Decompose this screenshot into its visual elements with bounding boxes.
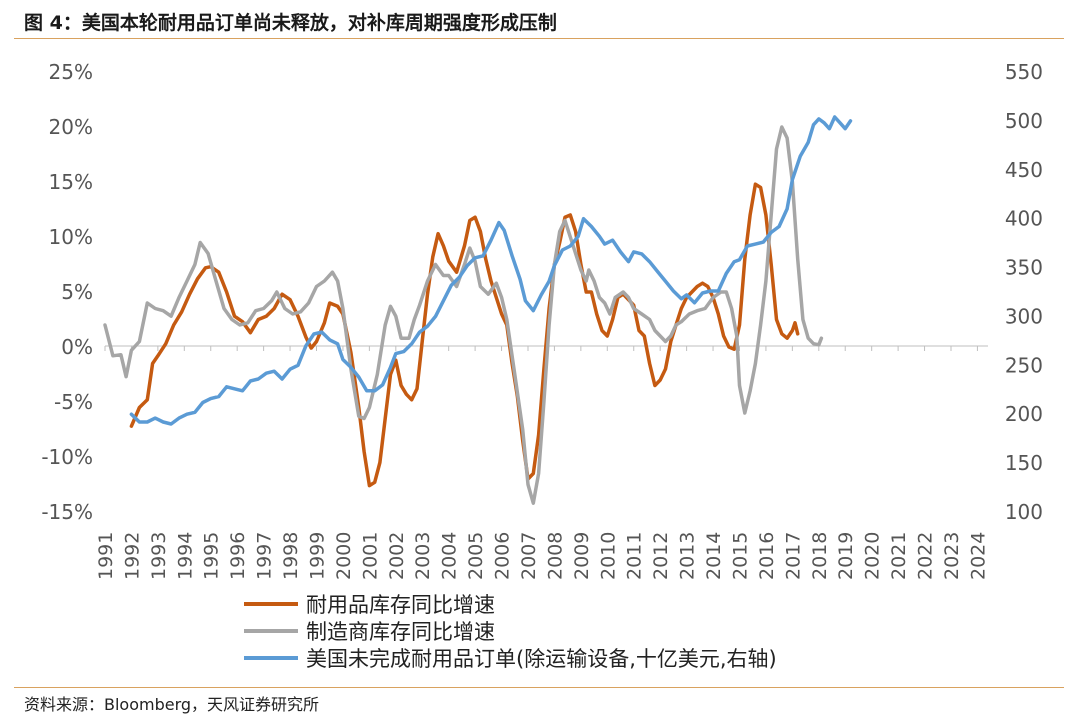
x-axis-tick-label: 1994 bbox=[174, 532, 196, 580]
left-axis-tick-label: 5% bbox=[61, 280, 93, 304]
legend-label: 美国未完成耐用品订单(除运输设备,十亿美元,右轴) bbox=[306, 647, 777, 671]
x-axis-tick-label: 2006 bbox=[492, 532, 514, 580]
x-axis-tick-label: 2022 bbox=[915, 532, 937, 580]
x-axis-tick-label: 2005 bbox=[465, 532, 487, 580]
title-rule bbox=[14, 38, 1064, 39]
x-axis-tick-label: 1996 bbox=[227, 532, 249, 580]
x-axis-tick-label: 2002 bbox=[386, 532, 408, 580]
source-rule bbox=[14, 687, 1064, 688]
source-note: 资料来源：Bloomberg，天风证券研究所 bbox=[24, 695, 320, 714]
x-axis-tick-label: 2018 bbox=[809, 532, 831, 580]
x-axis-tick-label: 1999 bbox=[306, 532, 328, 580]
right-axis-tick-label: 200 bbox=[1005, 402, 1043, 426]
x-axis-tick-label: 2017 bbox=[782, 532, 804, 580]
x-axis-tick-label: 2014 bbox=[703, 532, 725, 580]
x-axis-tick-label: 2011 bbox=[624, 532, 646, 580]
x-axis-tick-label: 2013 bbox=[677, 532, 699, 580]
x-axis-tick-label: 2008 bbox=[544, 532, 566, 580]
series-line-manufacturer-inventory bbox=[103, 125, 824, 505]
x-axis-tick-label: 2016 bbox=[756, 532, 778, 580]
x-axis-tick-label: 1992 bbox=[121, 532, 143, 580]
plot-area: -15% -10% -5% 0% 5% 10% 15% 20% 25% 100 150 200 250 3… bbox=[41, 60, 1043, 580]
left-axis-tick-label: 20% bbox=[49, 115, 93, 139]
left-axis-tick-label: -5% bbox=[54, 390, 93, 414]
x-axis-tick-label: 2009 bbox=[571, 532, 593, 580]
x-axis-tick-label: 2003 bbox=[412, 532, 434, 580]
left-axis-tick-label: -15% bbox=[41, 500, 93, 524]
left-axis-tick-label: 0% bbox=[61, 335, 93, 359]
left-axis-tick-label: 10% bbox=[49, 225, 93, 249]
right-axis-tick-label: 300 bbox=[1005, 304, 1043, 328]
right-axis-tick-label: 450 bbox=[1005, 158, 1043, 182]
x-axis-tick-label: 1997 bbox=[254, 532, 276, 580]
x-axis-tick-label: 2010 bbox=[597, 532, 619, 580]
left-axis-tick-label: 15% bbox=[49, 170, 93, 194]
x-axis-tick-label: 2019 bbox=[835, 532, 857, 580]
x-axis-tick-label: 2001 bbox=[359, 532, 381, 580]
x-axis-tick-label: 1993 bbox=[148, 532, 170, 580]
legend-label: 制造商库存同比增速 bbox=[306, 620, 495, 644]
x-axis-tick-label: 1995 bbox=[201, 532, 223, 580]
right-axis-tick-label: 350 bbox=[1005, 256, 1043, 280]
right-axis-tick-label: 400 bbox=[1005, 207, 1043, 231]
x-axis-tick-label: 2023 bbox=[941, 532, 963, 580]
right-axis-tick-label: 100 bbox=[1005, 500, 1043, 524]
x-axis-tick-label: 2000 bbox=[333, 532, 355, 580]
legend-label: 耐用品库存同比增速 bbox=[306, 593, 495, 617]
series-line-durable-inventory bbox=[129, 182, 800, 488]
series-line-unfilled-orders bbox=[129, 115, 853, 426]
right-axis-tick-label: 250 bbox=[1005, 353, 1043, 377]
x-axis-tick-label: 2015 bbox=[729, 532, 751, 580]
x-axis-tick-label: 1998 bbox=[280, 532, 302, 580]
x-axis-tick-label: 1991 bbox=[95, 532, 117, 580]
right-axis-tick-label: 150 bbox=[1005, 451, 1043, 475]
figure-title: 图 4：美国本轮耐用品订单尚未释放，对补库周期强度形成压制 bbox=[24, 12, 557, 34]
left-axis-tick-label: -10% bbox=[41, 445, 93, 469]
left-axis-tick-label: 25% bbox=[49, 60, 93, 84]
right-axis-tick-label: 500 bbox=[1005, 109, 1043, 133]
x-axis-tick-label: 2007 bbox=[518, 532, 540, 580]
x-axis-tick-label: 2020 bbox=[862, 532, 884, 580]
x-axis-tick-label: 2021 bbox=[888, 532, 910, 580]
x-axis-tick-label: 2012 bbox=[650, 532, 672, 580]
x-axis-tick-label: 2004 bbox=[439, 532, 461, 580]
legend: 耐用品库存同比增速制造商库存同比增速美国未完成耐用品订单(除运输设备,十亿美元,… bbox=[244, 593, 777, 671]
x-axis-tick-label: 2024 bbox=[967, 532, 989, 580]
right-axis-tick-label: 550 bbox=[1005, 60, 1043, 84]
